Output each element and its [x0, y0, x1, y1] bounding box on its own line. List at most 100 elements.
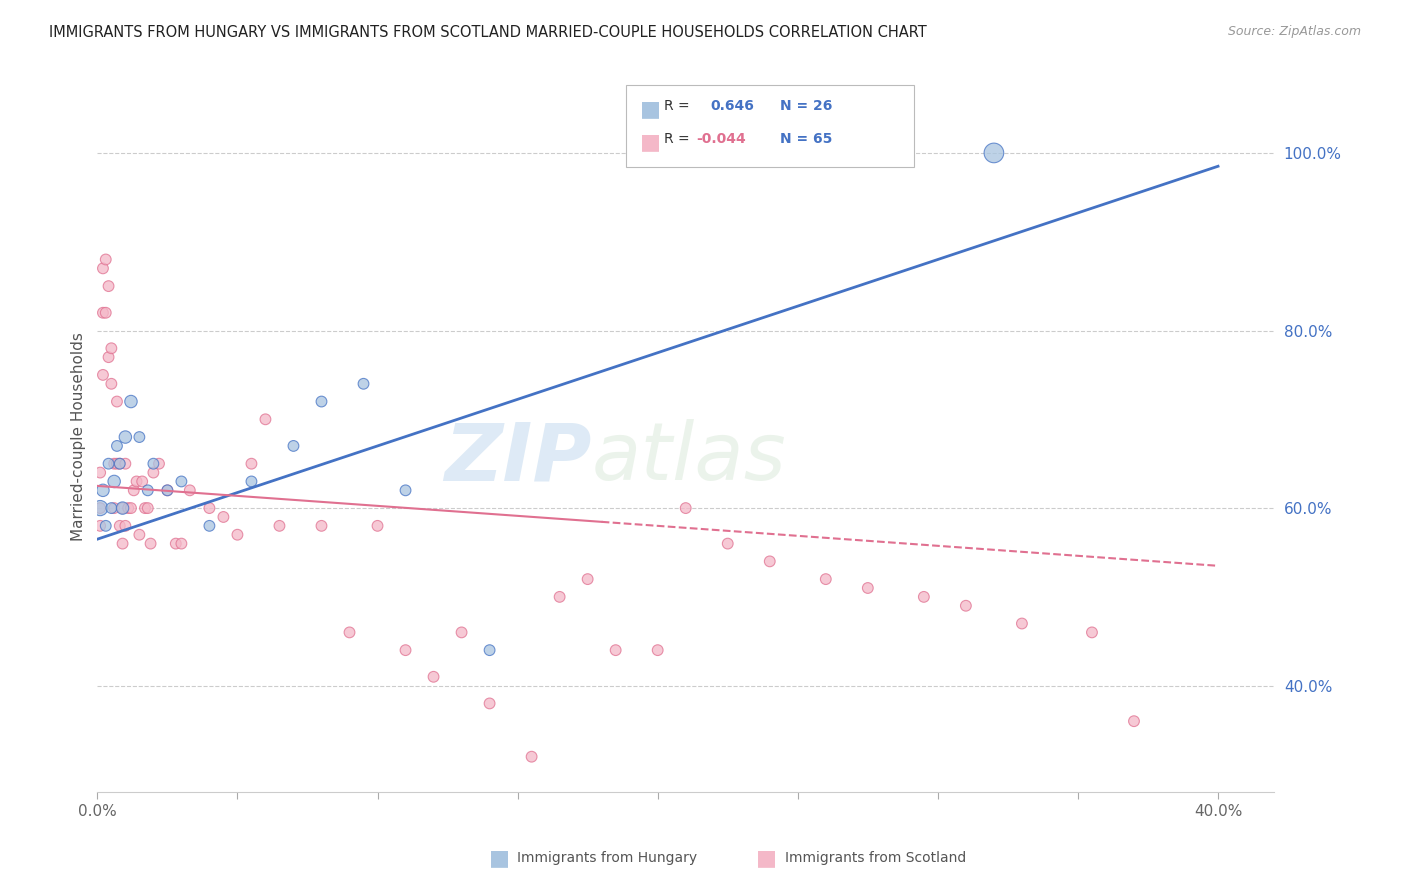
Point [1123, 714, 1146, 729]
Point [240, 457, 263, 471]
Text: Immigrants from Scotland: Immigrants from Scotland [785, 851, 966, 865]
Point [170, 536, 193, 550]
Text: Source: ZipAtlas.com: Source: ZipAtlas.com [1227, 25, 1361, 38]
Point [478, 643, 501, 657]
Point [1081, 625, 1104, 640]
Point [97, 457, 120, 471]
Point [94, 519, 117, 533]
Text: ■: ■ [640, 99, 661, 119]
Text: N = 26: N = 26 [780, 99, 832, 113]
Point [108, 457, 131, 471]
Point [394, 483, 416, 498]
Text: -0.044: -0.044 [696, 132, 745, 146]
Point [142, 466, 165, 480]
Point [103, 475, 125, 489]
Point [353, 376, 375, 391]
Point [311, 519, 333, 533]
Text: ■: ■ [640, 132, 661, 152]
Point [179, 483, 201, 498]
Text: IMMIGRANTS FROM HUNGARY VS IMMIGRANTS FROM SCOTLAND MARRIED-COUPLE HOUSEHOLDS CO: IMMIGRANTS FROM HUNGARY VS IMMIGRANTS FR… [49, 25, 927, 40]
Point [814, 572, 837, 586]
Y-axis label: Married-couple Households: Married-couple Households [72, 333, 86, 541]
Text: R =: R = [664, 132, 693, 146]
Point [114, 457, 136, 471]
Point [105, 394, 128, 409]
Point [89, 501, 111, 516]
Point [422, 670, 444, 684]
Point [548, 590, 571, 604]
Point [111, 501, 134, 516]
Point [136, 483, 159, 498]
Point [856, 581, 879, 595]
Point [111, 536, 134, 550]
Point [142, 457, 165, 471]
Point [136, 501, 159, 516]
Point [103, 501, 125, 516]
Point [128, 527, 150, 541]
Point [605, 643, 627, 657]
Point [198, 519, 221, 533]
Point [134, 501, 156, 516]
Text: N = 65: N = 65 [780, 132, 832, 146]
Point [156, 483, 179, 498]
Point [165, 536, 187, 550]
Text: ■: ■ [756, 848, 776, 868]
Point [198, 501, 221, 516]
Point [100, 341, 122, 355]
Point [91, 483, 114, 498]
Point [125, 475, 148, 489]
Point [91, 306, 114, 320]
Point [394, 643, 416, 657]
Point [139, 536, 162, 550]
Point [120, 501, 142, 516]
Point [226, 527, 249, 541]
Text: ZIP: ZIP [444, 419, 592, 498]
Point [647, 643, 669, 657]
Point [240, 475, 263, 489]
Point [311, 394, 333, 409]
Point [94, 252, 117, 267]
Point [212, 510, 235, 524]
Point [450, 625, 472, 640]
Text: 0.646: 0.646 [710, 99, 754, 113]
Point [283, 439, 305, 453]
Point [122, 483, 145, 498]
Point [120, 394, 142, 409]
Point [117, 501, 139, 516]
Point [675, 501, 697, 516]
Point [103, 457, 125, 471]
Point [105, 457, 128, 471]
Point [254, 412, 277, 426]
Point [170, 475, 193, 489]
Point [97, 279, 120, 293]
Point [108, 519, 131, 533]
Point [89, 466, 111, 480]
Point [89, 501, 111, 516]
Text: Immigrants from Hungary: Immigrants from Hungary [517, 851, 697, 865]
Point [91, 368, 114, 382]
Point [478, 697, 501, 711]
Point [128, 430, 150, 444]
Point [955, 599, 977, 613]
Point [148, 457, 170, 471]
Point [114, 519, 136, 533]
Text: R =: R = [664, 99, 697, 113]
Point [983, 145, 1005, 160]
Point [89, 519, 111, 533]
Text: atlas: atlas [592, 419, 786, 498]
Point [1011, 616, 1033, 631]
Point [717, 536, 740, 550]
Point [97, 350, 120, 364]
Point [131, 475, 153, 489]
Point [111, 501, 134, 516]
Text: ■: ■ [489, 848, 509, 868]
Point [758, 554, 780, 568]
Point [105, 439, 128, 453]
Point [100, 501, 122, 516]
Point [91, 261, 114, 276]
Point [108, 457, 131, 471]
Point [576, 572, 599, 586]
Point [912, 590, 935, 604]
Point [156, 483, 179, 498]
Point [269, 519, 291, 533]
